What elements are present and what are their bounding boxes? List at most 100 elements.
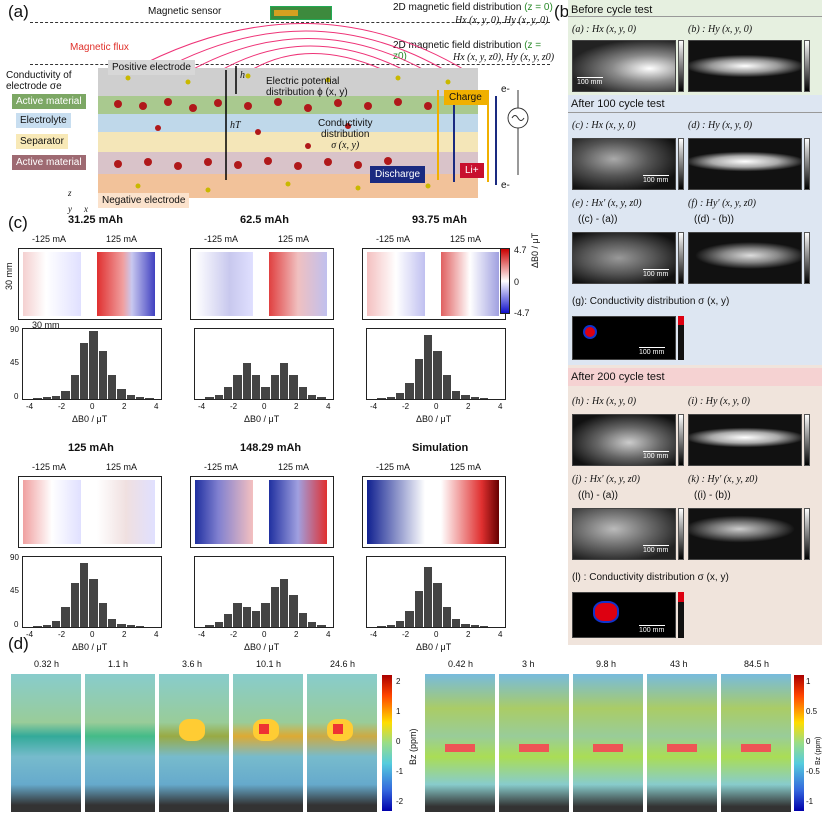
d-right-tick: 0 (806, 737, 811, 746)
c-histogram-bar (308, 395, 317, 399)
d-feature (741, 744, 771, 752)
map-hy-diff-200 (688, 508, 802, 560)
c-right-current: 125 mA (450, 462, 482, 472)
c-histogram-bar (470, 625, 479, 627)
c-histogram-bar (433, 351, 442, 399)
c-histogram-bar (396, 392, 405, 399)
c-xtick: 0 (90, 630, 95, 639)
c-histogram-bar (270, 587, 279, 627)
c-histogram-bar (386, 624, 395, 627)
d-left-colorbar (382, 675, 392, 811)
c-group-title: 93.75 mAh (412, 214, 468, 226)
fieldz-h: Hx (x, y, z0), Hy (x, y, z0) (453, 52, 555, 63)
d-left-map (232, 673, 304, 813)
c-histogram-bar (433, 583, 442, 627)
c-histogram-bar (52, 395, 61, 399)
c-map-frame (362, 476, 506, 548)
b-f2-label: ((d) - (b)) (694, 214, 734, 225)
c-histogram-bar (317, 397, 326, 399)
after100-title: After 100 cycle test (571, 98, 665, 110)
d-hotspot-core (333, 724, 343, 734)
map-hy-100 (688, 138, 802, 190)
c-xtick: 0 (262, 402, 267, 411)
c-histogram (366, 556, 506, 628)
c-histogram-bar (117, 623, 126, 627)
c-histogram-bar (80, 343, 89, 399)
c-histogram-bar (145, 398, 154, 399)
d-left-time: 0.32 h (34, 659, 60, 669)
c-histogram-bar (98, 351, 107, 399)
d-left-time: 3.6 h (182, 659, 203, 669)
d-right-map (498, 673, 570, 813)
c-xtick: 4 (154, 630, 159, 639)
c-histogram-bar (70, 583, 79, 627)
c-histogram-bar (80, 563, 89, 627)
d-right-tick: 1 (806, 677, 811, 686)
d-right-map (646, 673, 718, 813)
conductivity-map-100: 100 mm (572, 316, 676, 360)
map-hx-before: 100 mm (572, 40, 676, 92)
b-a-label: (a) : Hx (x, y, 0) (572, 24, 637, 35)
c-ytick-0: 0 (14, 620, 19, 629)
c-left-current: -125 mA (204, 234, 239, 244)
c-map-right (269, 480, 327, 544)
colorbar (678, 232, 684, 284)
c-xtick: -2 (230, 630, 238, 639)
c-xtick: 2 (466, 630, 471, 639)
before-title: Before cycle test (571, 4, 653, 16)
d-right-time: 84.5 h (744, 659, 770, 669)
colorbar (678, 414, 684, 466)
c-xtick: 4 (154, 402, 159, 411)
c-xlabel: ΔB0 / μT (416, 642, 452, 652)
b-c-label: (c) : Hx (x, y, 0) (572, 120, 636, 131)
c-histogram-bar (289, 595, 298, 627)
b-d-label: (d) : Hy (x, y, 0) (688, 120, 753, 131)
c-right-current: 125 mA (106, 234, 138, 244)
c-histogram-bar (405, 383, 414, 399)
map-hy-before (688, 40, 802, 92)
c-histogram-bar (61, 607, 70, 627)
sensor-label: Magnetic sensor (148, 6, 222, 17)
c-left-current: -125 mA (32, 234, 67, 244)
c-histogram-bar (61, 391, 70, 399)
c-map-right (97, 480, 155, 544)
c-histogram-bar (298, 612, 307, 627)
c-ytick-45: 45 (10, 358, 19, 367)
c-histogram-bar (98, 603, 107, 627)
c-xlabel: ΔB0 / μT (244, 642, 280, 652)
axis-z: z (68, 188, 72, 198)
c-left-current: -125 mA (376, 234, 411, 244)
c-histogram-bar (224, 614, 233, 627)
map-hx-100: 100 mm (572, 138, 676, 190)
c-histogram-bar (252, 375, 261, 399)
magnetic-sensor-chip (270, 6, 332, 20)
d-right-time: 0.42 h (448, 659, 474, 669)
d-left-time: 24.6 h (330, 659, 356, 669)
c-xtick: 2 (294, 402, 299, 411)
c-group-title: 148.29 mAh (240, 442, 302, 454)
charge-label: Charge (444, 90, 487, 105)
d-right-map (572, 673, 644, 813)
conductivity-distribution-label: Conductivity distribution σ (x, y) (318, 118, 373, 151)
c-ylabel: Count (0, 576, 2, 601)
panel-label-a: (a) (8, 2, 29, 21)
d-right-map (720, 673, 792, 813)
electron-label-2: e- (501, 180, 510, 191)
c-xtick: 4 (498, 630, 503, 639)
c-histogram (194, 556, 334, 628)
electrolyte-label: Electrolyte (16, 113, 71, 128)
d-feature (519, 744, 549, 752)
c-ytick-45: 45 (10, 586, 19, 595)
map-hx-diff-100: 100 mm (572, 232, 676, 284)
c-right-current: 125 mA (106, 462, 138, 472)
c-cbar-mid: 0 (514, 277, 520, 287)
c-map-frame (190, 248, 334, 320)
c-histogram-bar (414, 591, 423, 627)
c-group-title: 31.25 mAh (68, 214, 124, 226)
c-map-left (367, 252, 425, 316)
c-histogram-bar (42, 397, 51, 399)
c-xtick: -4 (370, 402, 378, 411)
axis-x: x (84, 204, 88, 214)
c-xtick: -2 (402, 630, 410, 639)
c-histogram-bar (424, 567, 433, 627)
